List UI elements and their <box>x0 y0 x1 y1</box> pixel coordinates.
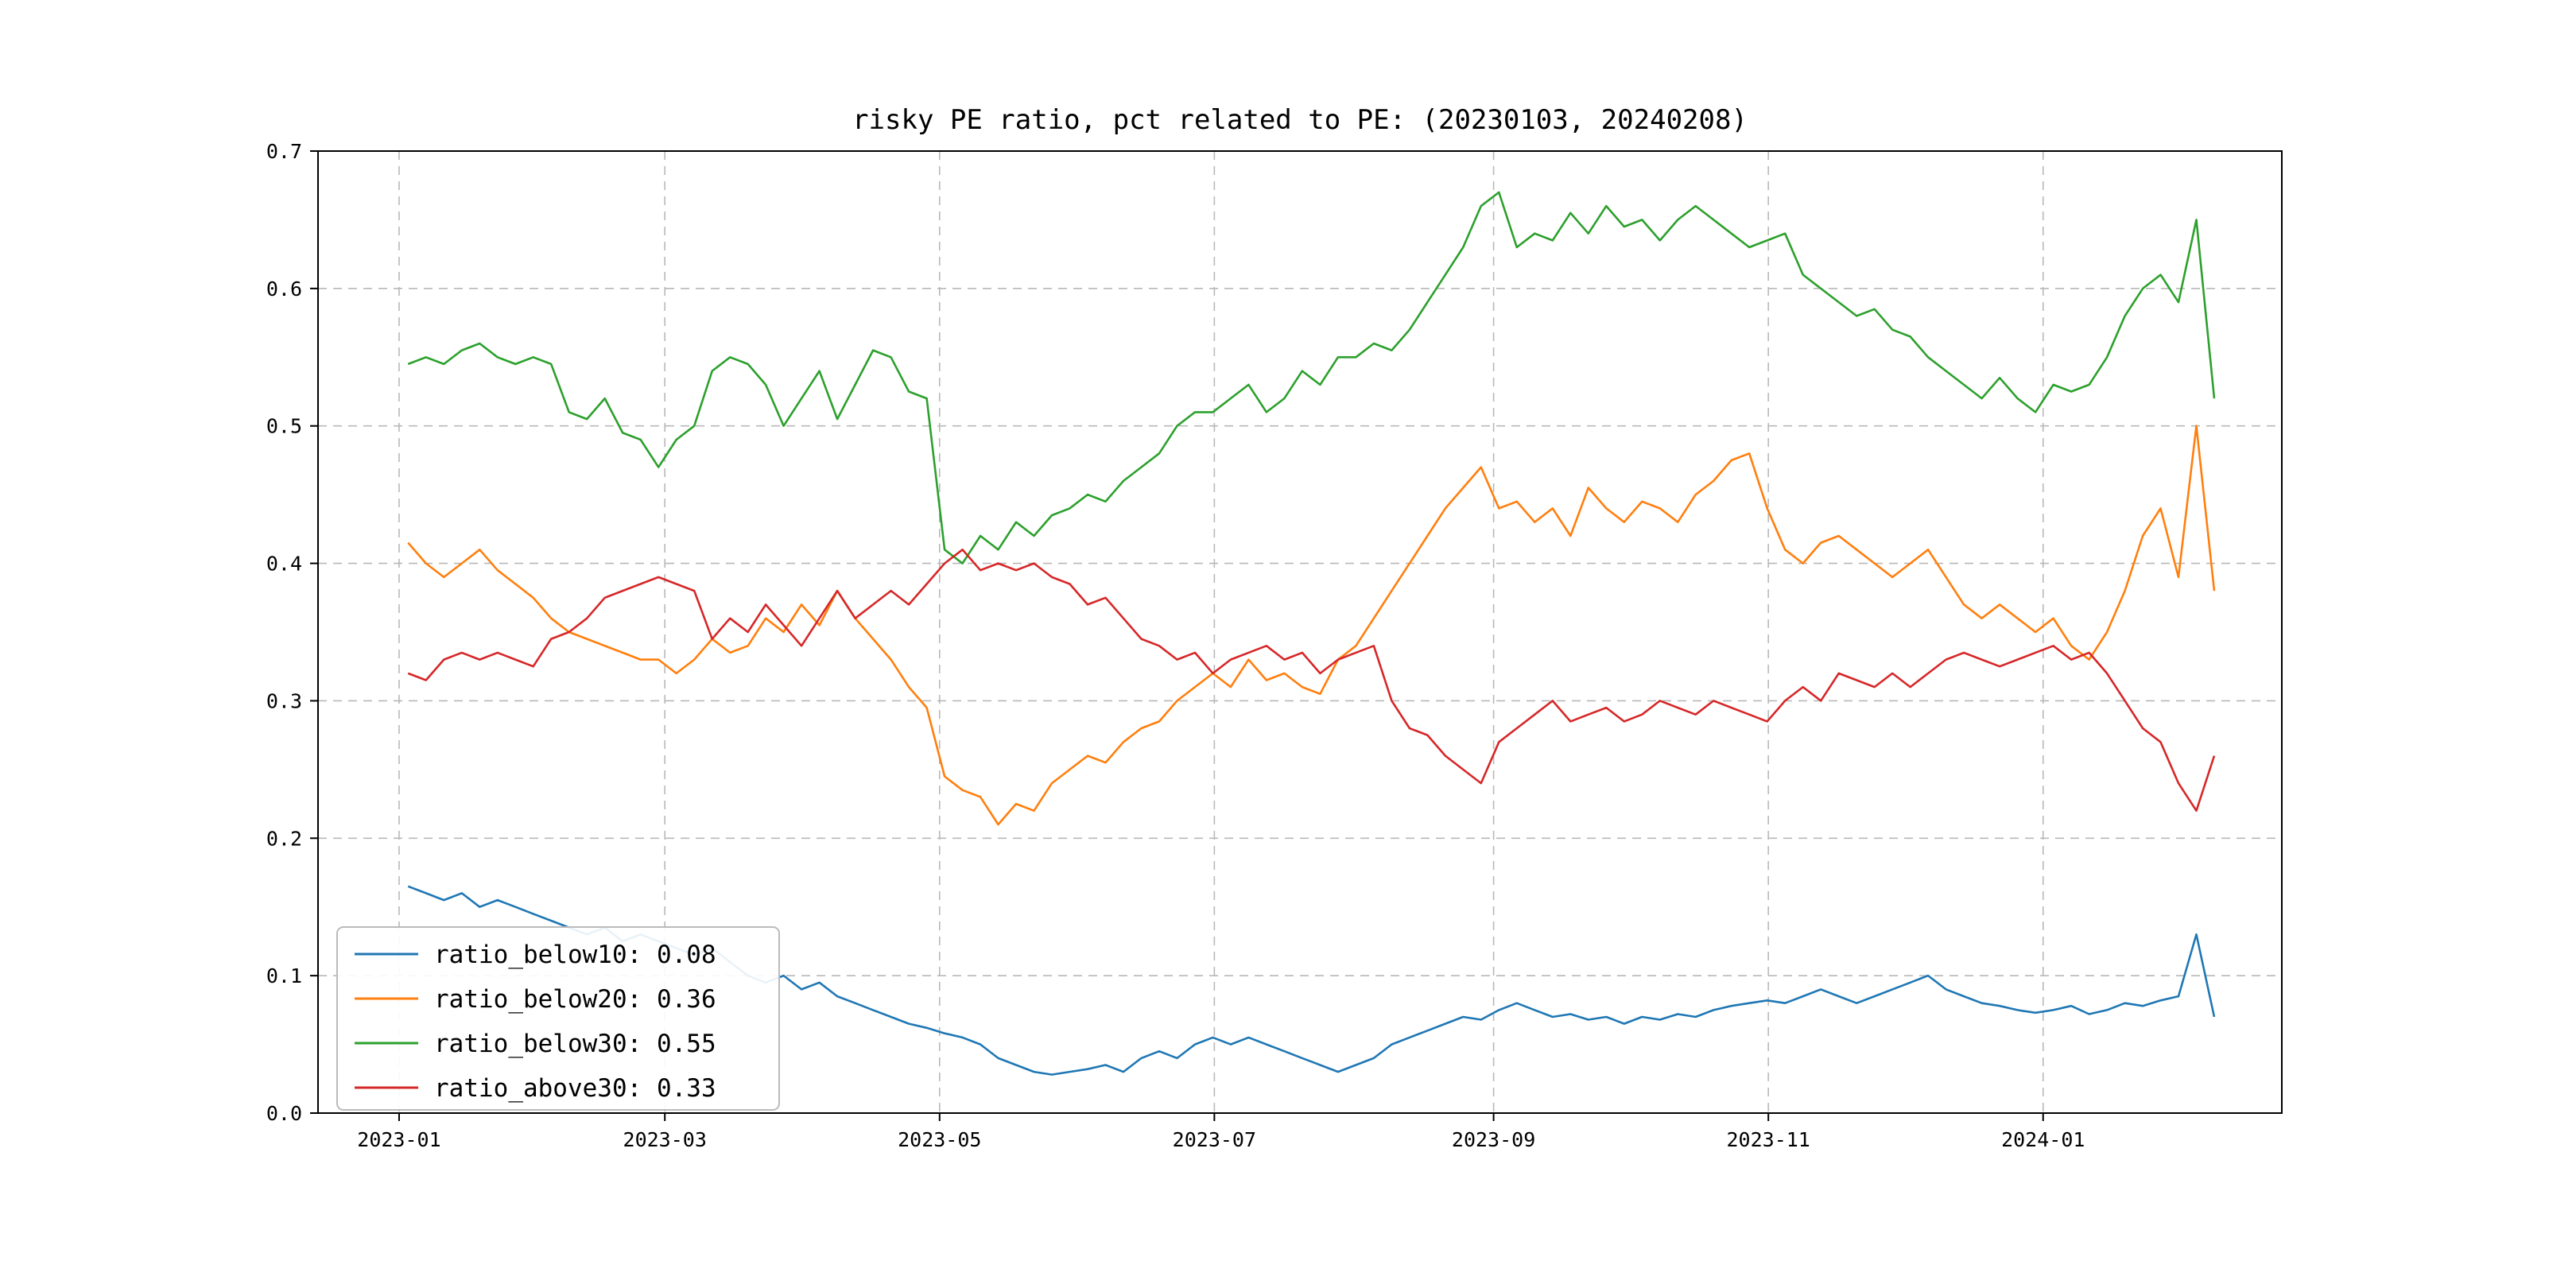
y-tick-label: 0.7 <box>266 140 302 163</box>
x-tick-label: 2023-07 <box>1173 1128 1256 1151</box>
x-tick-label: 2023-03 <box>623 1128 707 1151</box>
y-tick-label: 0.2 <box>266 827 302 850</box>
legend-entry: ratio_below20: 0.36 <box>355 985 716 1014</box>
legend-label: ratio_below30: 0.55 <box>434 1030 716 1058</box>
x-tick-label: 2024-01 <box>2001 1128 2085 1151</box>
legend-entry: ratio_below10: 0.08 <box>355 941 716 969</box>
legend: ratio_below10: 0.08 ratio_below20: 0.36 ra… <box>336 926 780 1111</box>
series-line-ratio_below30 <box>407 191 2216 564</box>
x-tick-label: 2023-01 <box>357 1128 440 1151</box>
x-tick-label: 2023-11 <box>1726 1128 1810 1151</box>
legend-box <box>336 926 780 1111</box>
y-tick-label: 0.6 <box>266 277 302 301</box>
y-tick-label: 0.3 <box>266 689 302 712</box>
plot-area <box>317 150 2283 1114</box>
y-tick-label: 0.5 <box>266 415 302 438</box>
series-line-ratio_below20 <box>407 425 2216 826</box>
x-tick-label: 2023-05 <box>898 1128 981 1151</box>
tick-layer: 2023-01 2023-03 2023-05 2023-07 2023-09 2023-… <box>266 140 2085 1151</box>
legend-label: ratio_above30: 0.33 <box>434 1074 716 1103</box>
legend-entry: ratio_below30: 0.55 <box>355 1030 716 1058</box>
y-tick-label: 0.0 <box>266 1102 302 1125</box>
chart-title: risky PE ratio, pct related to PE: (2023… <box>852 104 1748 136</box>
legend-entry: ratio_above30: 0.33 <box>355 1074 716 1103</box>
legend-label: ratio_below20: 0.36 <box>434 985 716 1014</box>
y-tick-label: 0.1 <box>266 964 302 987</box>
legend-label: ratio_below10: 0.08 <box>434 941 716 969</box>
x-tick-label: 2023-09 <box>1452 1128 1535 1151</box>
series-line-ratio_above30 <box>407 548 2216 813</box>
y-tick-label: 0.4 <box>266 553 302 576</box>
